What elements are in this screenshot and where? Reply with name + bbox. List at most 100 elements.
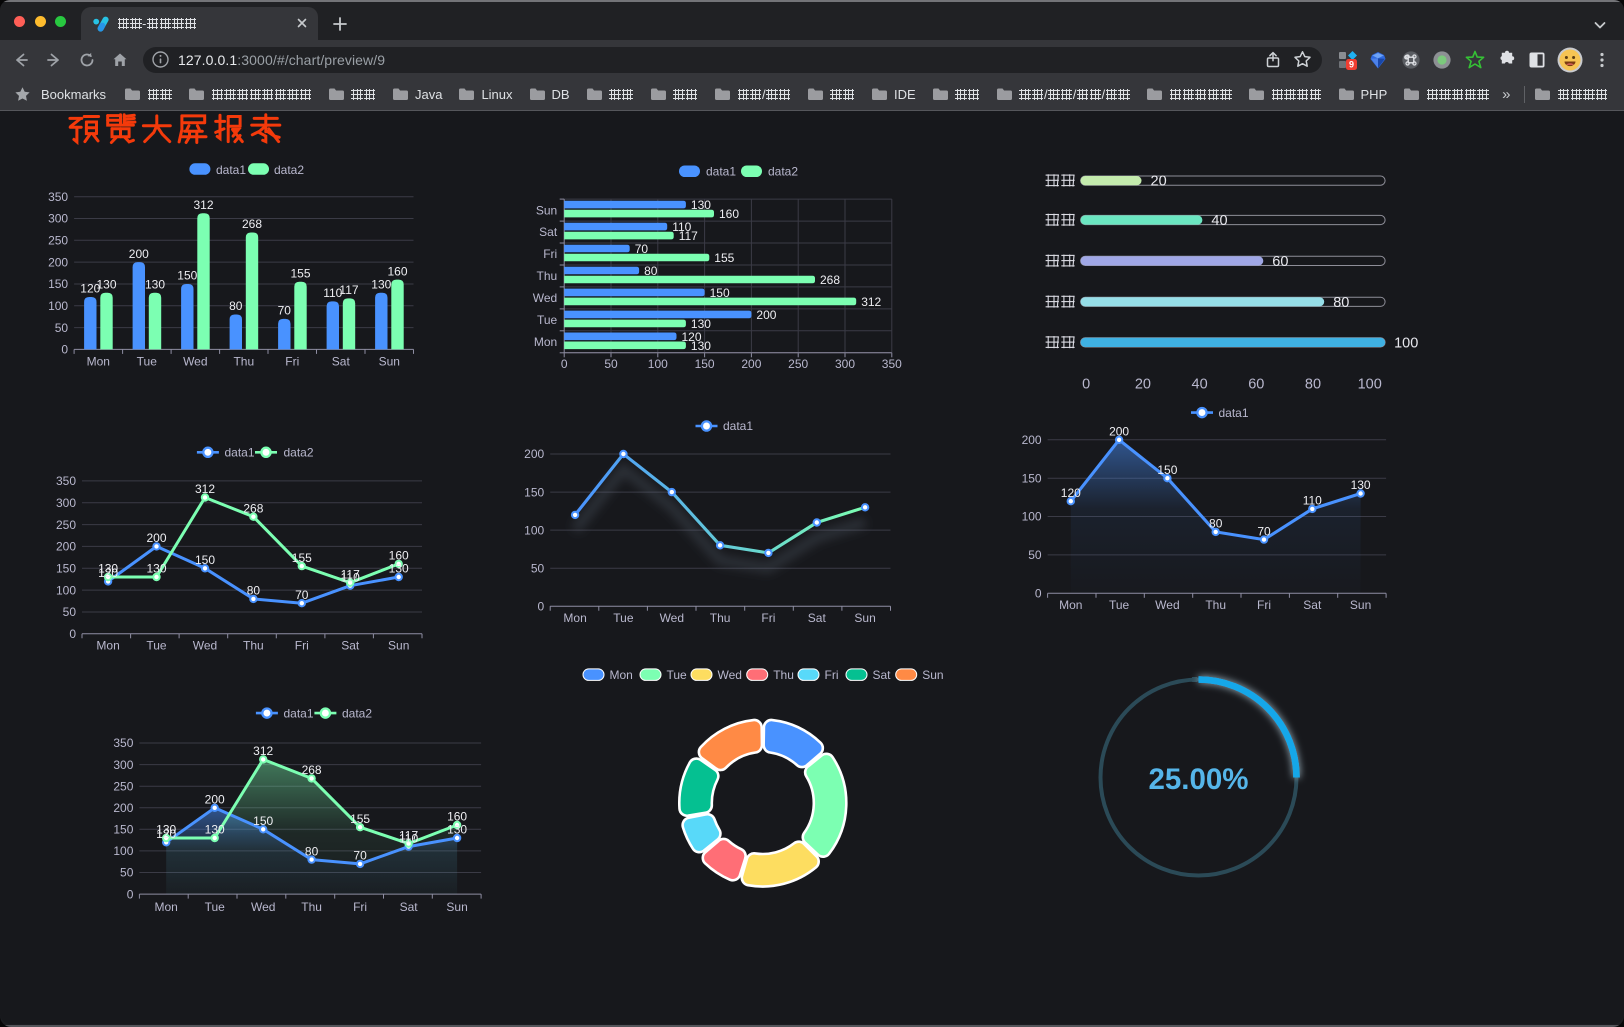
svg-text:200: 200 bbox=[1022, 433, 1042, 447]
svg-text:100: 100 bbox=[1022, 510, 1042, 524]
svg-text:250: 250 bbox=[48, 234, 68, 248]
svg-text:160: 160 bbox=[389, 549, 409, 563]
svg-text:Thu: Thu bbox=[773, 668, 794, 682]
svg-text:130: 130 bbox=[1351, 478, 1371, 492]
svg-text:Fri: Fri bbox=[761, 611, 775, 625]
svg-text:80: 80 bbox=[229, 299, 243, 313]
svg-text:200: 200 bbox=[205, 793, 225, 807]
svg-text:data1: data1 bbox=[225, 446, 255, 460]
svg-text:130: 130 bbox=[98, 562, 118, 576]
svg-text:data2: data2 bbox=[274, 163, 304, 177]
svg-text:150: 150 bbox=[1022, 471, 1042, 485]
svg-text:60: 60 bbox=[1248, 376, 1264, 392]
svg-text:155: 155 bbox=[350, 812, 370, 826]
svg-text:120: 120 bbox=[682, 330, 702, 344]
svg-text:100: 100 bbox=[524, 523, 544, 537]
svg-text:160: 160 bbox=[719, 207, 739, 221]
svg-text:150: 150 bbox=[113, 823, 133, 837]
svg-text:Fri: Fri bbox=[825, 668, 839, 682]
svg-text:130: 130 bbox=[156, 823, 176, 837]
svg-text:70: 70 bbox=[353, 849, 367, 863]
svg-text:Wed: Wed bbox=[533, 291, 557, 305]
svg-text:130: 130 bbox=[145, 277, 165, 291]
svg-text:9: 9 bbox=[1349, 59, 1354, 69]
svg-text:70: 70 bbox=[635, 242, 649, 256]
svg-text:Sun: Sun bbox=[536, 203, 557, 217]
svg-text:Sat: Sat bbox=[332, 355, 351, 369]
svg-text:80: 80 bbox=[644, 264, 658, 278]
svg-text:Fri: Fri bbox=[295, 639, 309, 653]
svg-text:100: 100 bbox=[48, 299, 68, 313]
svg-text:Thu: Thu bbox=[1205, 598, 1226, 612]
svg-text:Tue: Tue bbox=[146, 639, 167, 653]
svg-text:Wed: Wed bbox=[193, 639, 217, 653]
svg-text:200: 200 bbox=[741, 357, 761, 371]
svg-text:50: 50 bbox=[531, 561, 545, 575]
svg-text:130: 130 bbox=[691, 198, 711, 212]
svg-text:312: 312 bbox=[861, 295, 881, 309]
svg-text:268: 268 bbox=[243, 501, 263, 515]
svg-text:data2: data2 bbox=[342, 706, 372, 720]
svg-text:155: 155 bbox=[292, 551, 312, 565]
svg-text:Mon: Mon bbox=[155, 900, 178, 914]
svg-text:130: 130 bbox=[389, 562, 409, 576]
svg-text:Tue: Tue bbox=[1109, 598, 1130, 612]
svg-text:250: 250 bbox=[788, 357, 808, 371]
svg-text:268: 268 bbox=[242, 217, 262, 231]
svg-text:130: 130 bbox=[371, 277, 391, 291]
svg-text:150: 150 bbox=[253, 814, 273, 828]
svg-text:40: 40 bbox=[1192, 376, 1208, 392]
svg-text:50: 50 bbox=[1028, 548, 1042, 562]
svg-text:120: 120 bbox=[80, 282, 100, 296]
svg-text:Tue: Tue bbox=[137, 355, 158, 369]
svg-text:150: 150 bbox=[695, 357, 715, 371]
svg-text:0: 0 bbox=[561, 357, 568, 371]
svg-text:Thu: Thu bbox=[301, 900, 322, 914]
svg-text:250: 250 bbox=[113, 779, 133, 793]
svg-text:Fri: Fri bbox=[1257, 598, 1271, 612]
svg-text:Mon: Mon bbox=[610, 668, 633, 682]
svg-text:80: 80 bbox=[247, 584, 261, 598]
svg-text:20: 20 bbox=[1135, 376, 1151, 392]
svg-text:Sun: Sun bbox=[922, 668, 943, 682]
svg-text:150: 150 bbox=[524, 485, 544, 499]
svg-text:110: 110 bbox=[672, 220, 691, 234]
svg-text:80: 80 bbox=[1333, 295, 1349, 311]
svg-text:Tue: Tue bbox=[205, 900, 226, 914]
svg-text:300: 300 bbox=[835, 357, 855, 371]
svg-text:350: 350 bbox=[56, 474, 76, 488]
svg-text:data1: data1 bbox=[1219, 406, 1249, 420]
svg-text:150: 150 bbox=[710, 286, 730, 300]
svg-text:350: 350 bbox=[113, 736, 133, 750]
svg-text:117: 117 bbox=[341, 567, 360, 581]
svg-text:200: 200 bbox=[48, 255, 68, 269]
svg-text:60: 60 bbox=[1272, 254, 1288, 270]
svg-text:312: 312 bbox=[195, 482, 215, 496]
svg-text:130: 130 bbox=[146, 562, 166, 576]
svg-text:155: 155 bbox=[714, 251, 734, 265]
svg-text:Thu: Thu bbox=[537, 269, 558, 283]
svg-text:Wed: Wed bbox=[660, 611, 684, 625]
svg-text:Sun: Sun bbox=[1350, 598, 1371, 612]
svg-text:Wed: Wed bbox=[718, 668, 742, 682]
svg-text:Mon: Mon bbox=[534, 335, 557, 349]
svg-text:130: 130 bbox=[691, 339, 711, 353]
svg-text:Mon: Mon bbox=[1059, 598, 1082, 612]
svg-text:80: 80 bbox=[1209, 517, 1223, 531]
svg-text:Mon: Mon bbox=[87, 355, 110, 369]
svg-text:0: 0 bbox=[1082, 376, 1090, 392]
svg-text:Tue: Tue bbox=[613, 611, 634, 625]
svg-text:Thu: Thu bbox=[233, 355, 254, 369]
svg-text:Sat: Sat bbox=[539, 225, 558, 239]
svg-text:Fri: Fri bbox=[285, 355, 299, 369]
svg-text:300: 300 bbox=[113, 758, 133, 772]
svg-text:Mon: Mon bbox=[96, 639, 119, 653]
svg-text:130: 130 bbox=[691, 317, 711, 331]
svg-text:70: 70 bbox=[278, 304, 292, 318]
svg-text:50: 50 bbox=[604, 357, 618, 371]
svg-text:100: 100 bbox=[1394, 335, 1418, 351]
svg-text:117: 117 bbox=[399, 828, 418, 842]
svg-text:100: 100 bbox=[1358, 376, 1382, 392]
svg-text:0: 0 bbox=[538, 599, 545, 613]
svg-text:Sat: Sat bbox=[1303, 598, 1322, 612]
